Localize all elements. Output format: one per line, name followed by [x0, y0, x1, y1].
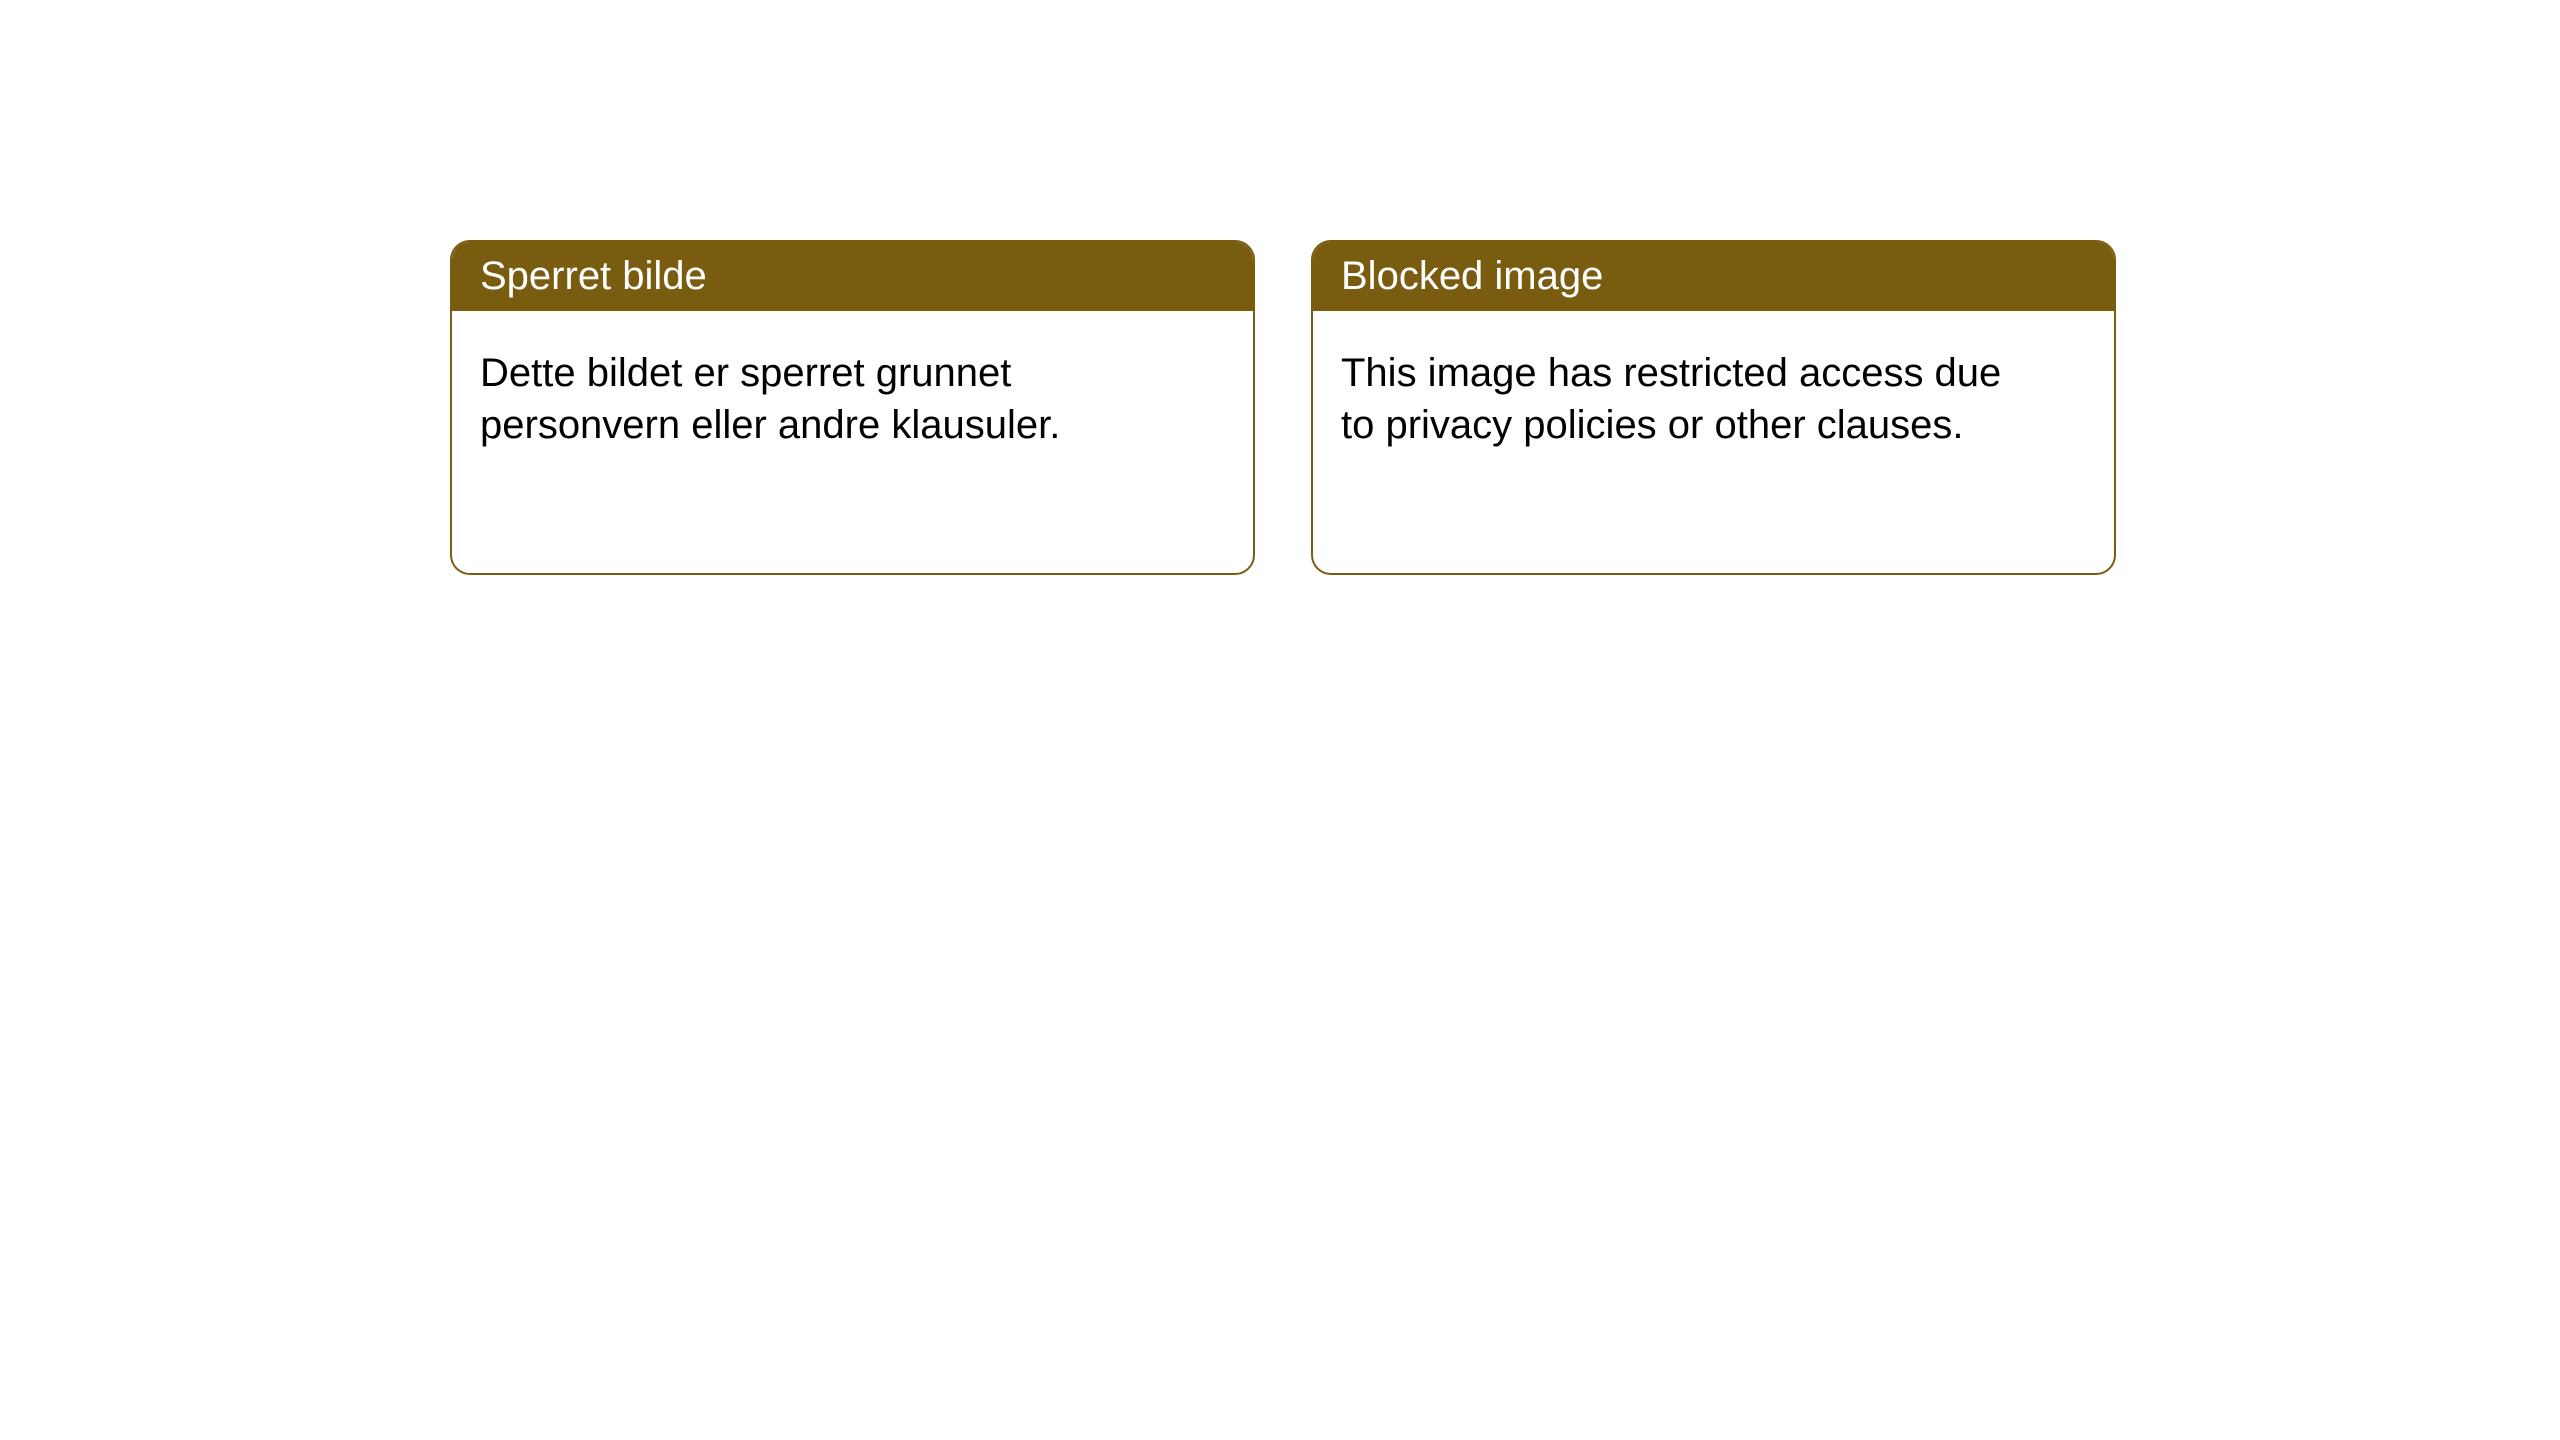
notice-body-english: This image has restricted access due to …	[1313, 311, 2033, 487]
notice-title-english: Blocked image	[1313, 242, 2114, 311]
notice-title-norwegian: Sperret bilde	[452, 242, 1253, 311]
notice-container: Sperret bilde Dette bildet er sperret gr…	[450, 240, 2116, 575]
notice-card-norwegian: Sperret bilde Dette bildet er sperret gr…	[450, 240, 1255, 575]
notice-body-norwegian: Dette bildet er sperret grunnet personve…	[452, 311, 1172, 487]
notice-card-english: Blocked image This image has restricted …	[1311, 240, 2116, 575]
